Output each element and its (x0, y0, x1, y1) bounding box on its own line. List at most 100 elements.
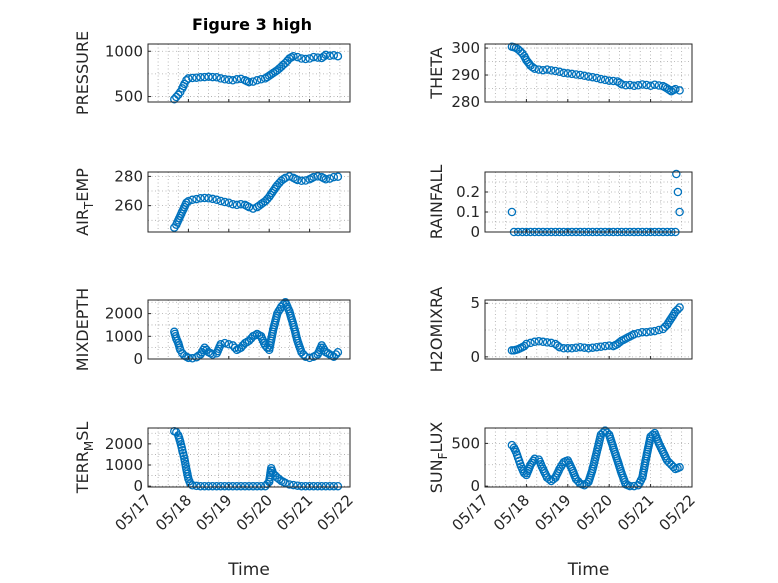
data-point (621, 81, 631, 90)
data-point (184, 197, 193, 206)
subplot-h2omixra: 0 5 H2OMIXRA (427, 287, 693, 373)
data-point (200, 481, 209, 491)
data-point (646, 81, 655, 91)
subplot-theta: 280 290 300 THETA (427, 39, 693, 111)
data-point (600, 75, 610, 85)
data-point (333, 481, 343, 491)
data-point (220, 75, 230, 84)
data-point (555, 464, 564, 474)
data-point (571, 70, 581, 79)
y-axis-label: AIRTEMP (73, 168, 96, 236)
data-point (534, 65, 544, 74)
data-point (212, 73, 221, 82)
data-point (588, 343, 597, 352)
data-point (188, 73, 197, 83)
subplot-air-temp: 260 280 AIRTEMP (73, 167, 351, 236)
data-point (184, 74, 193, 83)
data-point (584, 72, 593, 81)
x-tick-label: 05/21 (614, 491, 657, 534)
data-point (208, 194, 217, 204)
x-tick-label: 05/17 (449, 491, 492, 534)
subplot-sun-flux: 0 500SUNFLUX05/1705/1805/1905/2005/2105/2… (427, 422, 699, 580)
data-point (664, 318, 673, 327)
data-point (534, 337, 544, 346)
data-point (596, 342, 606, 351)
data-point (629, 330, 639, 339)
data-point (252, 76, 262, 85)
y-axis-label: H2OMIXRA (427, 287, 446, 373)
y-axis-label: TERRMSL (73, 422, 96, 495)
data-point (555, 342, 564, 352)
y-tick-label: 280 (114, 167, 143, 185)
subplot-rainfall: 0 0.1 0.2 RAINFALL (427, 165, 693, 241)
data-point (188, 195, 197, 205)
data-point (196, 481, 205, 491)
data-point (580, 343, 589, 352)
x-tick-label: 05/22 (656, 491, 699, 534)
data-point (667, 313, 676, 323)
y-tick-label: 2000 (105, 435, 143, 453)
data-point (196, 194, 205, 203)
x-tick-label: 05/18 (490, 491, 533, 534)
data-point (305, 481, 314, 491)
y-tick-label: 0 (133, 477, 143, 495)
data-point (297, 176, 306, 186)
x-axis-label: Time (227, 560, 270, 580)
data-point (192, 481, 201, 491)
data-point (602, 428, 612, 437)
data-point (297, 54, 306, 63)
y-axis-label: THETA (427, 47, 446, 99)
data-point (522, 339, 531, 349)
data-point (675, 86, 684, 95)
y-axis-label: SUNFLUX (427, 422, 450, 494)
data-point (252, 481, 262, 491)
data-point (204, 194, 213, 203)
data-point (313, 53, 322, 62)
data-point (293, 52, 302, 62)
x-tick-label: 05/22 (314, 491, 357, 534)
data-point (285, 480, 294, 489)
data-point (216, 196, 225, 206)
data-point (329, 51, 339, 60)
data-point (212, 195, 221, 205)
data-point (325, 174, 335, 183)
x-tick-label: 05/19 (531, 491, 574, 534)
y-tick-label: 1000 (105, 42, 143, 60)
data-point (236, 481, 246, 491)
data-point (596, 74, 606, 84)
plot-area (148, 172, 350, 232)
data-point (646, 327, 655, 336)
data-point (220, 338, 230, 348)
y-tick-label: 0.2 (456, 183, 480, 201)
data-point (538, 65, 548, 75)
data-point (309, 52, 318, 62)
data-point (244, 481, 254, 491)
data-point (305, 54, 314, 63)
data-point (668, 311, 677, 321)
y-tick-label: 500 (451, 434, 480, 452)
data-point (274, 307, 283, 316)
data-point (200, 72, 209, 82)
axes-box (484, 299, 693, 360)
data-point (333, 172, 343, 181)
data-point (329, 481, 339, 491)
subplot-terr-msl: 010002000TERRMSL05/1705/1805/1905/2005/2… (73, 422, 357, 580)
data-point (216, 74, 225, 83)
data-point (230, 343, 240, 352)
data-point (650, 326, 659, 336)
data-point (325, 51, 335, 61)
data-point (232, 481, 242, 491)
y-tick-label: 0 (133, 350, 143, 368)
x-tick-label: 05/21 (273, 491, 316, 534)
x-tick-label: 05/18 (152, 491, 195, 534)
data-point (526, 338, 535, 348)
data-point (208, 481, 217, 491)
axes-box (147, 43, 351, 103)
data-point (293, 481, 302, 490)
data-point (604, 341, 614, 350)
data-point (633, 81, 643, 90)
data-point (321, 50, 331, 60)
y-tick-label: 2000 (105, 305, 143, 323)
data-point (588, 72, 597, 82)
data-point (673, 187, 683, 197)
